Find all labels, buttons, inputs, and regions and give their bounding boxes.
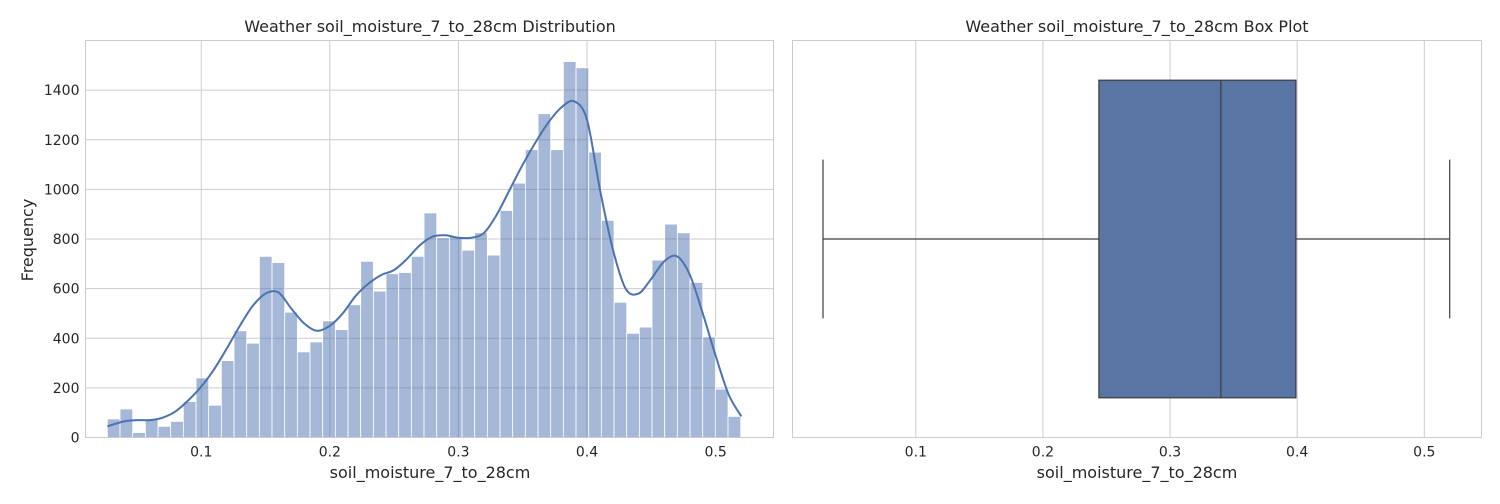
histogram-y-tick-label: 600: [53, 282, 80, 298]
histogram-bar: [575, 67, 590, 438]
histogram-y-tick-label: 800: [53, 232, 80, 248]
histogram-y-tick-label: 200: [53, 381, 80, 397]
histogram-panel: 0.1 0.2 0.3 0.4 0.5 0 200 400 600 800 1000 1200 140…: [18, 17, 774, 483]
boxplot-x-tick-label: 0.3: [1159, 445, 1181, 461]
boxplot-x-tick-label: 0.5: [1413, 445, 1435, 461]
histogram-bar: [486, 254, 501, 438]
histogram-bar: [220, 360, 235, 438]
histogram-bar: [600, 219, 615, 438]
histogram-x-axis-label: soil_moisture_7_to_28cm: [330, 463, 531, 483]
boxplot-x-axis-label: soil_moisture_7_to_28cm: [1037, 463, 1238, 483]
histogram-bar: [474, 232, 488, 438]
histogram-bar: [588, 151, 602, 438]
histogram-y-tick-label: 400: [53, 331, 80, 347]
boxplot-frame: [792, 40, 1482, 438]
boxplot-x-tick-label: 0.2: [1032, 445, 1054, 461]
boxplot-title: Weather soil_moisture_7_to_28cm Box Plot: [965, 17, 1308, 37]
histogram-bar: [208, 404, 222, 438]
histogram-bar: [550, 149, 564, 438]
histogram-frame: [85, 40, 774, 438]
histogram-bar: [296, 351, 311, 438]
histogram-bar: [132, 432, 146, 438]
histogram-bar: [233, 330, 248, 438]
histogram-bar: [119, 408, 134, 438]
histogram-bar: [347, 304, 362, 438]
histogram-bar: [410, 255, 425, 438]
histogram-bar: [271, 262, 286, 438]
histogram-bar: [423, 212, 438, 438]
histogram-bar: [385, 273, 400, 438]
histogram-bar: [512, 182, 526, 438]
histogram-bar: [144, 418, 159, 438]
histogram-bar: [626, 332, 640, 438]
histogram-bar: [613, 301, 628, 438]
histogram-title: Weather soil_moisture_7_to_28cm Distribu…: [244, 17, 616, 37]
kde-curve: [107, 99, 743, 428]
histogram-bar: [309, 341, 324, 438]
interquartile-box: [1098, 79, 1297, 399]
histogram-x-ticks: 0.1 0.2 0.3 0.4 0.5: [190, 445, 727, 461]
histogram-bar: [727, 416, 742, 438]
boxplot-x-tick-label: 0.1: [905, 445, 927, 461]
histogram-bar: [170, 420, 184, 438]
histogram-y-tick-label: 1200: [44, 133, 80, 149]
boxplot-body: [822, 79, 1451, 399]
histogram-y-tick-label: 1000: [44, 182, 80, 198]
boxplot-x-tick-label: 0.4: [1286, 445, 1308, 461]
histogram-bar: [562, 61, 577, 438]
histogram-bar: [448, 236, 463, 438]
histogram-bar: [499, 210, 514, 438]
histogram-bar: [461, 249, 476, 438]
histogram-bar: [651, 259, 666, 438]
histogram-bar: [334, 329, 349, 438]
boxplot-x-ticks: 0.1 0.2 0.3 0.4 0.5: [905, 445, 1436, 461]
histogram-y-tick-label: 0: [71, 431, 80, 447]
histogram-bar: [638, 326, 653, 438]
histogram-bar: [537, 113, 552, 438]
histogram-bar: [714, 388, 729, 438]
histogram-bar: [157, 425, 172, 438]
histogram-y-ticks: 0 200 400 600 800 1000 1200 1400: [44, 83, 80, 446]
histogram-bar: [195, 377, 210, 438]
histogram-y-axis-label: Frequency: [18, 199, 37, 282]
histogram-x-tick-label: 0.2: [319, 445, 341, 461]
histogram-x-tick-label: 0.5: [704, 445, 726, 461]
histogram-bar: [182, 401, 197, 438]
histogram-bar: [106, 418, 121, 438]
boxplot-panel: 0.1 0.2 0.3 0.4 0.5 Weather soil_moisture_7_…: [792, 17, 1482, 483]
histogram-bar: [398, 272, 412, 438]
histogram-x-tick-label: 0.1: [190, 445, 212, 461]
histogram-bar: [284, 311, 298, 438]
histogram-bar: [372, 290, 387, 438]
histogram-x-tick-label: 0.4: [576, 445, 598, 461]
histogram-bar: [436, 237, 450, 438]
histogram-bar: [246, 342, 260, 438]
histogram-bar: [322, 320, 336, 438]
histogram-bar: [258, 255, 273, 438]
histogram-y-tick-label: 1400: [44, 83, 80, 99]
histogram-bar: [524, 149, 539, 438]
histogram-x-tick-label: 0.3: [447, 445, 469, 461]
